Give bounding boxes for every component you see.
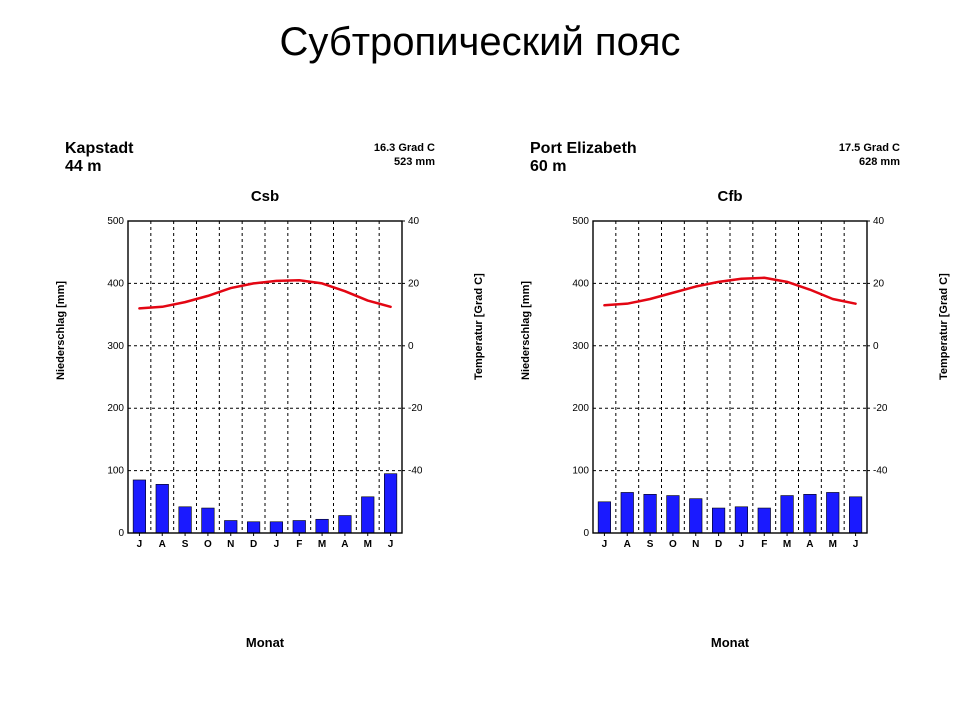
svg-text:500: 500	[572, 216, 589, 227]
svg-text:J: J	[739, 539, 745, 550]
svg-text:40: 40	[408, 216, 420, 227]
svg-text:F: F	[296, 539, 302, 550]
svg-text:D: D	[250, 539, 257, 550]
svg-text:N: N	[227, 539, 234, 550]
svg-text:300: 300	[107, 341, 124, 352]
svg-text:20: 20	[408, 278, 420, 289]
svg-text:D: D	[715, 539, 722, 550]
city-label: Port Elizabeth	[530, 140, 637, 158]
svg-text:100: 100	[572, 466, 589, 477]
svg-text:-20: -20	[408, 403, 423, 414]
y2-axis-label: Temperatur [Grad C]	[473, 273, 485, 380]
mean-prec-label: 628 mm	[859, 156, 900, 168]
koppen-title: Cfb	[510, 188, 950, 205]
svg-text:0: 0	[408, 341, 414, 352]
y1-axis-label: Niederschlag [mm]	[520, 281, 532, 380]
svg-text:J: J	[137, 539, 143, 550]
page-title: Субтропический пояс	[0, 20, 960, 65]
svg-text:300: 300	[572, 341, 589, 352]
page: Субтропический пояс Kapstadt 44 m 16.3 G…	[0, 0, 960, 720]
svg-text:0: 0	[583, 528, 589, 539]
svg-text:M: M	[364, 539, 372, 550]
x-axis-label: Monat	[510, 635, 950, 650]
mean-temp-label: 16.3 Grad C	[374, 142, 435, 154]
climate-chart: 0 100 200 300 400 500 -40 -20 0 20 40 J A S O N D J F M A M J	[565, 215, 895, 565]
svg-text:A: A	[806, 539, 813, 550]
svg-text:200: 200	[572, 403, 589, 414]
koppen-title: Csb	[45, 188, 485, 205]
svg-text:M: M	[829, 539, 837, 550]
panel-kapstadt: Kapstadt 44 m 16.3 Grad C 523 mm Csb Nie…	[45, 140, 485, 660]
svg-text:A: A	[159, 539, 166, 550]
svg-text:O: O	[204, 539, 212, 550]
svg-text:400: 400	[107, 278, 124, 289]
svg-text:-20: -20	[873, 403, 888, 414]
svg-text:40: 40	[873, 216, 885, 227]
city-label: Kapstadt	[65, 140, 133, 158]
svg-text:S: S	[182, 539, 189, 550]
svg-text:J: J	[274, 539, 280, 550]
svg-text:A: A	[341, 539, 348, 550]
y2-axis-label: Temperatur [Grad C]	[938, 273, 950, 380]
mean-prec-label: 523 mm	[394, 156, 435, 168]
svg-text:A: A	[624, 539, 631, 550]
svg-text:F: F	[761, 539, 767, 550]
svg-text:400: 400	[572, 278, 589, 289]
svg-text:100: 100	[107, 466, 124, 477]
svg-text:0: 0	[118, 528, 124, 539]
svg-text:500: 500	[107, 216, 124, 227]
svg-text:-40: -40	[873, 466, 888, 477]
panel-port-elizabeth: Port Elizabeth 60 m 17.5 Grad C 628 mm C…	[510, 140, 950, 660]
svg-text:-40: -40	[408, 466, 423, 477]
svg-text:20: 20	[873, 278, 885, 289]
svg-text:0: 0	[873, 341, 879, 352]
svg-text:M: M	[783, 539, 791, 550]
svg-text:J: J	[853, 539, 859, 550]
elevation-label: 44 m	[65, 158, 101, 176]
svg-text:200: 200	[107, 403, 124, 414]
svg-text:J: J	[602, 539, 608, 550]
svg-text:O: O	[669, 539, 677, 550]
svg-text:S: S	[647, 539, 654, 550]
svg-text:M: M	[318, 539, 326, 550]
svg-text:N: N	[692, 539, 699, 550]
svg-text:J: J	[388, 539, 394, 550]
elevation-label: 60 m	[530, 158, 566, 176]
mean-temp-label: 17.5 Grad C	[839, 142, 900, 154]
y1-axis-label: Niederschlag [mm]	[55, 281, 67, 380]
x-axis-label: Monat	[45, 635, 485, 650]
climate-chart: 0 100 200 300 400 500 -40 -20 0 20 40 J A S O N D J F M A M J	[100, 215, 430, 565]
